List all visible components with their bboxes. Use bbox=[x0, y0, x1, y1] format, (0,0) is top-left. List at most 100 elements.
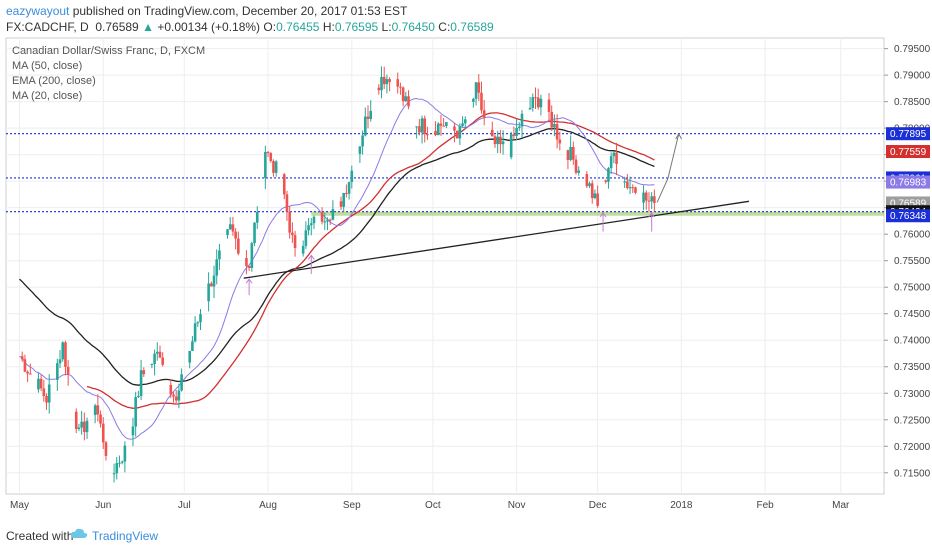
up-arrow-head bbox=[245, 278, 253, 284]
chart-legend: Canadian Dollar/Swiss Franc, D, FXCM MA … bbox=[12, 45, 205, 102]
candle-body bbox=[331, 209, 335, 220]
candle-body bbox=[253, 222, 256, 244]
candle-body bbox=[647, 200, 651, 202]
candle-body bbox=[282, 174, 286, 195]
y-tick-label: 0.73500 bbox=[894, 362, 931, 373]
candle-body bbox=[61, 342, 65, 360]
price-tag bbox=[886, 145, 930, 159]
candle-body bbox=[234, 231, 237, 239]
candle-body bbox=[74, 411, 78, 430]
candle-body bbox=[155, 351, 159, 354]
candle-body bbox=[272, 161, 275, 173]
candle-body bbox=[323, 221, 327, 223]
candle-body bbox=[188, 350, 192, 363]
annotations bbox=[243, 133, 750, 296]
candle-body bbox=[104, 442, 108, 456]
ma50-line bbox=[86, 112, 655, 409]
trendline bbox=[243, 200, 750, 279]
candle-body bbox=[596, 193, 599, 206]
candle-body bbox=[293, 235, 297, 249]
up-arrow-head bbox=[648, 212, 656, 218]
candle-body bbox=[520, 113, 524, 127]
candle-body bbox=[326, 219, 329, 222]
price-axis[interactable]: 0.71500 0.72000 0.72500 0.73000 0.73500 0.740… bbox=[884, 44, 931, 479]
candle-body bbox=[547, 99, 551, 112]
close-label: C: bbox=[438, 20, 451, 34]
time-axis[interactable]: May Jun Jul Aug Sep Oct Nov Dec 2018 Feb Mar bbox=[10, 500, 850, 511]
candle-body bbox=[482, 110, 486, 118]
candle-body bbox=[320, 212, 324, 222]
y-tick-label: 0.73000 bbox=[894, 389, 931, 400]
x-tick-label: Oct bbox=[425, 500, 441, 511]
candle-body bbox=[250, 243, 254, 268]
candle-body bbox=[226, 229, 229, 236]
candle-body bbox=[366, 116, 370, 119]
candle-body bbox=[77, 427, 81, 430]
candle-body bbox=[401, 87, 405, 102]
x-tick-label: 2018 bbox=[670, 500, 693, 511]
candle-body bbox=[569, 147, 572, 160]
candle-body bbox=[112, 473, 116, 475]
candle-body bbox=[139, 370, 143, 396]
candle-body bbox=[407, 96, 410, 107]
price-tag-label: 0.77559 bbox=[890, 147, 927, 158]
candle-body bbox=[137, 395, 140, 398]
candle-body bbox=[593, 193, 597, 199]
y-tick-label: 0.76000 bbox=[894, 230, 931, 241]
candle-body bbox=[161, 357, 164, 365]
candle-body bbox=[45, 395, 48, 403]
candle-body bbox=[134, 397, 137, 427]
candle-body bbox=[555, 123, 559, 140]
y-tick-label: 0.75500 bbox=[894, 256, 931, 267]
chart-title: Canadian Dollar/Swiss Franc, D, FXCM bbox=[12, 45, 205, 57]
candle-body bbox=[558, 139, 562, 144]
candle-body bbox=[539, 98, 543, 108]
price-tags: 0.778950.775590.770610.769830.765890.764… bbox=[886, 127, 930, 223]
candle-body bbox=[458, 126, 462, 139]
publish-line: eazywayout published on TradingView.com,… bbox=[6, 4, 407, 18]
candle-body bbox=[99, 414, 102, 424]
plot-area[interactable] bbox=[5, 37, 885, 495]
candle-body bbox=[631, 187, 635, 189]
candle-body bbox=[472, 98, 475, 102]
candle-body bbox=[612, 152, 616, 157]
y-tick-label: 0.79500 bbox=[894, 44, 931, 55]
candle-body bbox=[207, 283, 210, 302]
candle-body bbox=[396, 79, 400, 87]
candle-body bbox=[436, 123, 440, 136]
candle-body bbox=[180, 374, 183, 391]
price-tag bbox=[886, 209, 930, 223]
candle-body bbox=[83, 421, 86, 433]
candle-body bbox=[439, 123, 443, 126]
projection-arrow-head bbox=[675, 133, 683, 140]
x-tick-label: Jul bbox=[178, 500, 191, 511]
candle-body bbox=[642, 192, 645, 203]
candle-body bbox=[382, 76, 386, 85]
candle-body bbox=[477, 82, 481, 93]
price-chart[interactable]: 0.71500 0.72000 0.72500 0.73000 0.73500 0.740… bbox=[0, 36, 932, 520]
author-link[interactable]: eazywayout bbox=[6, 4, 70, 18]
candle-body bbox=[158, 351, 162, 358]
candle-body bbox=[423, 118, 427, 135]
y-tick-label: 0.72500 bbox=[894, 415, 931, 426]
candle-body bbox=[64, 342, 67, 367]
candle-body bbox=[196, 322, 200, 324]
candles bbox=[20, 66, 656, 483]
candle-body bbox=[328, 219, 332, 221]
candle-body bbox=[509, 134, 513, 158]
candle-body bbox=[536, 97, 540, 108]
candle-body bbox=[347, 182, 351, 194]
candle-body bbox=[358, 146, 362, 154]
price-tag bbox=[886, 175, 930, 189]
candle-body bbox=[199, 314, 202, 323]
candle-body bbox=[142, 370, 146, 375]
x-tick-label: Sep bbox=[343, 500, 361, 511]
candle-body bbox=[350, 170, 354, 183]
x-tick-label: Feb bbox=[757, 500, 775, 511]
ohlc-line: FX:CADCHF, D 0.76589 ▲ +0.00134 (+0.18%)… bbox=[6, 20, 494, 34]
tradingview-brand-link[interactable]: TradingView bbox=[92, 529, 159, 543]
candle-body bbox=[590, 183, 594, 199]
candle-body bbox=[442, 125, 445, 127]
candle-body bbox=[574, 159, 578, 173]
candle-body bbox=[285, 194, 289, 212]
